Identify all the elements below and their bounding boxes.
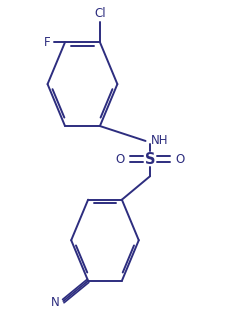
Text: Cl: Cl [94,7,105,20]
Text: S: S [144,152,155,167]
Text: O: O [175,152,184,166]
Text: NH: NH [151,134,168,147]
Text: O: O [115,152,124,166]
Text: N: N [50,296,59,309]
Text: F: F [44,36,50,49]
